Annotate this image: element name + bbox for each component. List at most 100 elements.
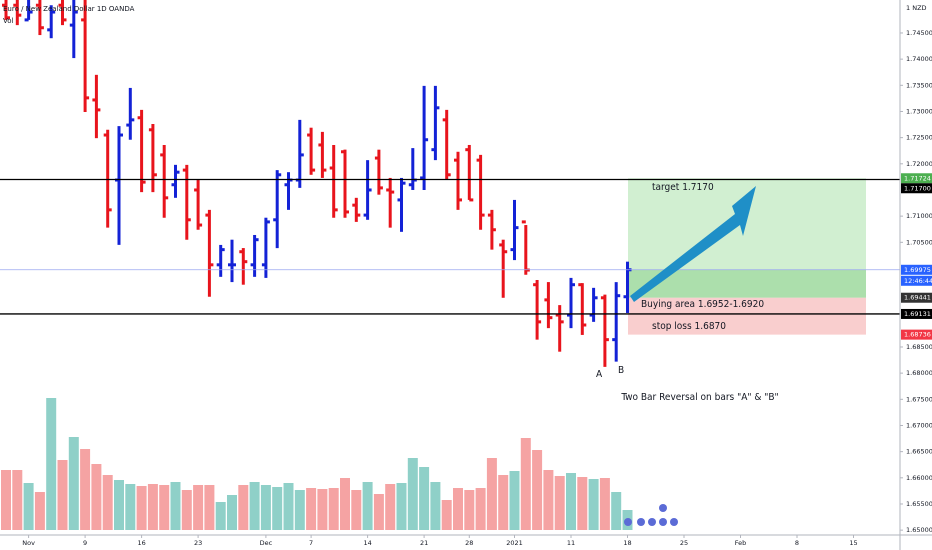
axes: 1.74500 1.74000 1.73500 1.73000 1.72500 1.720… bbox=[22, 29, 932, 547]
price-label: 1.69441 bbox=[904, 294, 931, 302]
price-label-bg bbox=[901, 329, 932, 340]
volume-bar bbox=[102, 475, 113, 530]
x-tick-label: Dec bbox=[260, 539, 273, 547]
volume-bar bbox=[373, 494, 384, 530]
volume-bar bbox=[193, 485, 204, 530]
volume-bar bbox=[430, 482, 441, 530]
volume-bar bbox=[227, 495, 237, 530]
volume-bar bbox=[260, 485, 271, 530]
y-tick-label: 1.74000 bbox=[906, 55, 932, 63]
volume-bar bbox=[80, 449, 91, 530]
note-text: Two Bar Reversal on bars "A" & "B" bbox=[620, 392, 778, 403]
stop-text: stop loss 1.6870 bbox=[652, 321, 726, 332]
x-tick-label: 9 bbox=[83, 539, 87, 547]
y-tick-label: 1.72500 bbox=[906, 134, 932, 142]
levels bbox=[0, 178, 900, 315]
volume-bar bbox=[520, 438, 531, 530]
y-tick-label: 1.73000 bbox=[906, 107, 932, 115]
volume-bar bbox=[46, 398, 57, 530]
volume-bar bbox=[306, 488, 317, 530]
volume-bar bbox=[170, 482, 181, 530]
y-tick-label: 1.65000 bbox=[906, 526, 932, 534]
volume-bar bbox=[441, 500, 452, 530]
volume-bar bbox=[453, 488, 463, 530]
volume-bar bbox=[599, 478, 610, 530]
volume-bar bbox=[23, 483, 34, 530]
x-tick-label: Nov bbox=[22, 539, 35, 547]
y-tick-label: 1.68000 bbox=[906, 369, 932, 377]
volume-bar bbox=[351, 490, 362, 530]
volume-bar bbox=[407, 458, 418, 530]
x-tick-label: 2021 bbox=[506, 539, 523, 547]
label-a: A bbox=[596, 369, 603, 380]
zone-box bbox=[628, 297, 866, 335]
x-tick-label: 7 bbox=[309, 539, 313, 547]
y-tick-label: 1.74500 bbox=[906, 29, 932, 37]
volume-bar bbox=[419, 467, 430, 530]
volume-bar bbox=[249, 482, 260, 530]
volume-bar bbox=[498, 475, 509, 530]
x-tick-label: Feb bbox=[735, 539, 747, 547]
volume-bar bbox=[294, 490, 305, 530]
volume-bar bbox=[283, 483, 294, 530]
price-label: 1.69975 bbox=[904, 266, 931, 274]
price-label: 1.69131 bbox=[904, 310, 931, 318]
arrow bbox=[630, 186, 756, 302]
buying-text: Buying area 1.6952-1.6920 bbox=[641, 299, 764, 310]
volume-bar bbox=[554, 476, 565, 530]
target-text: target 1.7170 bbox=[652, 182, 714, 193]
x-tick-label: 18 bbox=[623, 539, 631, 547]
y-tick-label: 1.67000 bbox=[906, 421, 932, 429]
x-tick-label: 15 bbox=[849, 539, 857, 547]
x-tick-label: 25 bbox=[680, 539, 688, 547]
x-tick-label: 8 bbox=[795, 539, 799, 547]
volume-bar bbox=[181, 490, 192, 530]
emoji-icons bbox=[624, 504, 678, 526]
volume bbox=[1, 398, 633, 530]
y-tick-label: 1.66500 bbox=[906, 448, 932, 456]
volume-bar bbox=[475, 488, 486, 530]
countdown: 12:46:44 bbox=[904, 277, 932, 285]
y-tick-label: 1.67500 bbox=[906, 395, 932, 403]
volume-bar bbox=[114, 480, 124, 530]
volume-bar bbox=[509, 471, 520, 530]
volume-bar bbox=[362, 482, 373, 530]
price-label: 1.71700 bbox=[904, 184, 931, 192]
price-label-bg bbox=[901, 292, 932, 303]
price-label-bg bbox=[901, 183, 932, 194]
volume-bar bbox=[566, 473, 576, 530]
volume-bar bbox=[91, 464, 102, 530]
volume-bar bbox=[238, 485, 249, 530]
x-tick-label: 11 bbox=[567, 539, 575, 547]
y-tick-label: 1.73500 bbox=[906, 81, 932, 89]
volume-label: Vol bbox=[3, 17, 14, 25]
label-b: B bbox=[618, 365, 624, 376]
y-tick-label: 1.68500 bbox=[906, 343, 932, 351]
price-label-bg bbox=[901, 308, 932, 319]
price-label-bg bbox=[901, 264, 932, 275]
x-tick-label: 14 bbox=[363, 539, 371, 547]
y-tick-label: 1.66000 bbox=[906, 474, 932, 482]
currency: 1 NZD bbox=[906, 4, 927, 12]
volume-bar bbox=[204, 485, 215, 530]
y-tick-label: 1.72000 bbox=[906, 160, 932, 168]
volume-bar bbox=[215, 502, 226, 530]
volume-bar bbox=[486, 458, 497, 530]
volume-bar bbox=[272, 487, 283, 530]
volume-bar bbox=[543, 470, 554, 530]
volume-bar bbox=[68, 437, 79, 530]
x-tick-label: 28 bbox=[465, 539, 473, 547]
volume-bar bbox=[159, 485, 170, 530]
volume-bar bbox=[1, 470, 11, 530]
x-tick-label: 16 bbox=[137, 539, 145, 547]
volume-bar bbox=[12, 470, 23, 530]
volume-bar bbox=[136, 486, 147, 530]
volume-bar bbox=[328, 488, 339, 530]
volume-bar bbox=[577, 477, 588, 530]
volume-bar bbox=[340, 478, 350, 530]
volume-bar bbox=[125, 484, 136, 530]
price-label-bg bbox=[901, 173, 932, 184]
price-bars bbox=[2, 0, 632, 367]
volume-bar bbox=[147, 484, 158, 530]
price-label: 1.68736 bbox=[904, 331, 931, 339]
